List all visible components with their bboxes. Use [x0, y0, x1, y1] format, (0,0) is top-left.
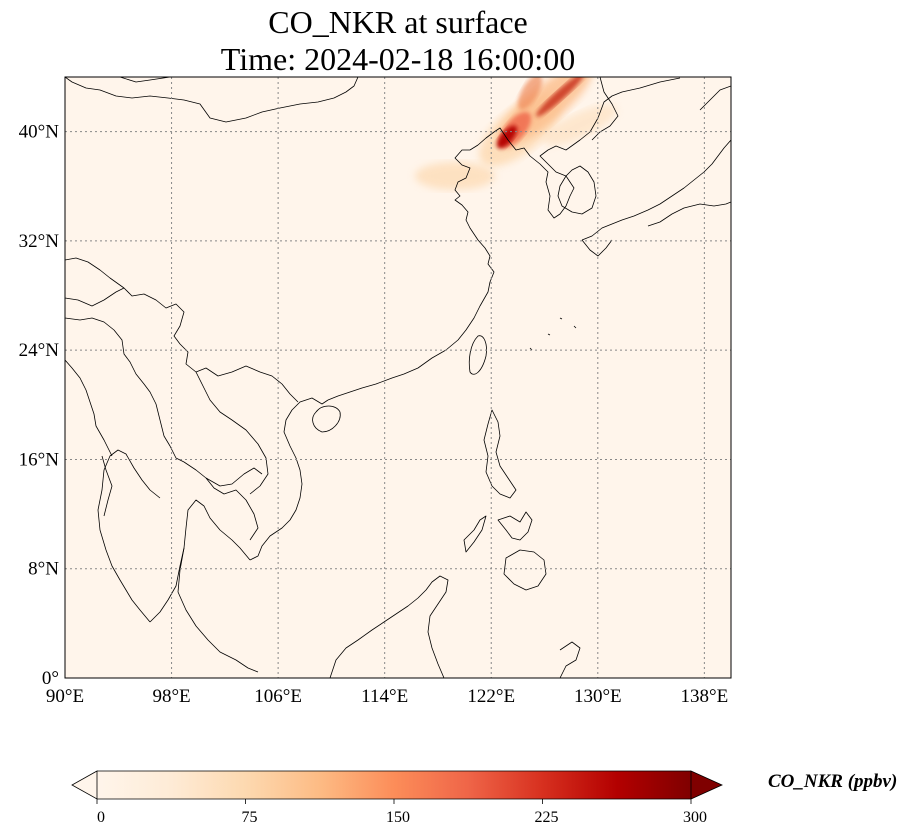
colorbar-tick-label: 225 [535, 809, 559, 826]
colorbar-tick-label: 300 [683, 809, 707, 826]
lon-tick-label: 106°E [254, 686, 302, 707]
colorbar-tick-label: 150 [386, 809, 410, 826]
longitude-tick-labels: 90°E 98°E 106°E 114°E 122°E 130°E 138°E [46, 686, 728, 707]
lon-tick-label: 98°E [152, 686, 190, 707]
lat-tick-label: 8°N [28, 559, 59, 580]
co-plume [415, 77, 617, 190]
lon-tick-label: 122°E [467, 686, 515, 707]
latitude-tick-labels: 0° 8°N 16°N 24°N 32°N 40°N [19, 122, 60, 689]
map-frame [64, 76, 732, 679]
lat-tick-label: 16°N [19, 449, 60, 470]
colorbar-tick-label: 75 [242, 809, 258, 826]
lon-tick-label: 114°E [361, 686, 408, 707]
colorbar-ticks: 0 75 150 225 300 [96, 799, 707, 826]
colorbar-tick-label: 0 [97, 809, 105, 826]
colorbar-max-extend [690, 770, 723, 800]
lat-tick-label: 24°N [19, 340, 60, 361]
colorbar-gradient [97, 771, 691, 799]
lon-tick-label: 130°E [574, 686, 622, 707]
colorbar-min-extend [71, 770, 98, 800]
map-title-line1: CO_NKR at surface [268, 4, 528, 40]
lon-tick-label: 138°E [681, 686, 729, 707]
map-title-line2: Time: 2024-02-18 16:00:00 [220, 41, 576, 77]
lat-tick-label: 32°N [19, 231, 60, 252]
lat-tick-label: 0° [42, 668, 59, 689]
lon-tick-label: 90°E [46, 686, 84, 707]
lat-tick-label: 40°N [19, 122, 60, 143]
gridlines [65, 77, 731, 678]
colorbar-label: CO_NKR (ppbv) [768, 771, 898, 792]
map-background [65, 77, 731, 678]
colorbar: 0 75 150 225 300 [71, 770, 723, 826]
coastlines [65, 77, 731, 678]
